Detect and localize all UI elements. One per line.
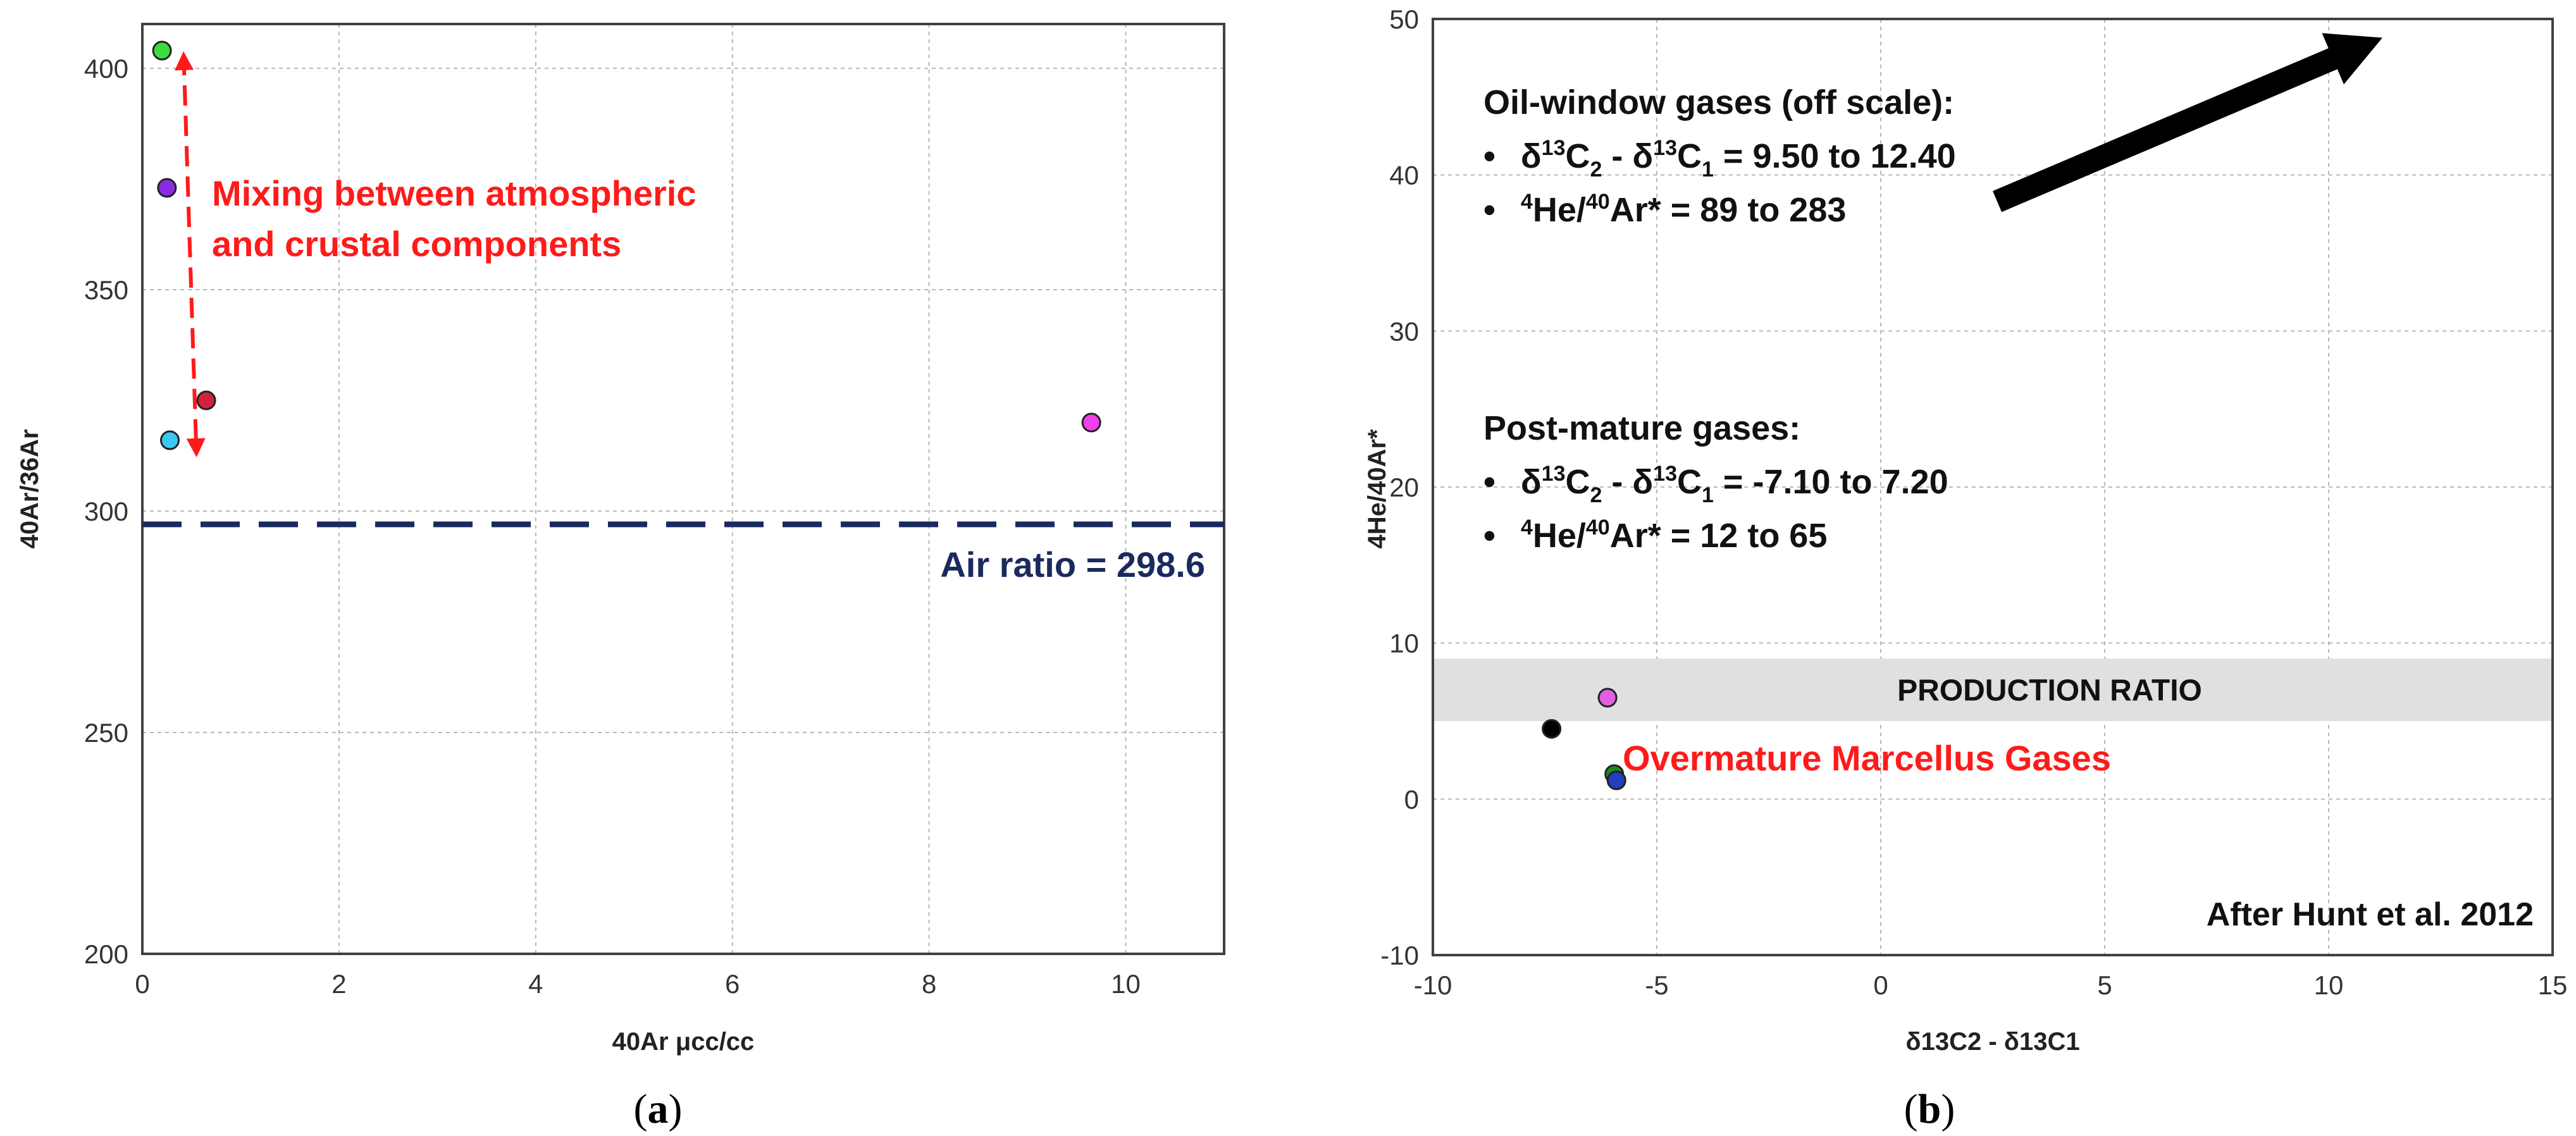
- x-tick-label: 0: [1873, 970, 1888, 1000]
- y-tick-label: 30: [1389, 316, 1419, 346]
- x-axis-label: 40Ar μcc/cc: [612, 1028, 755, 1056]
- data-point: [157, 178, 177, 198]
- oil-window-bullet-2: • 4He/40Ar* = 89 to 283: [1483, 190, 1846, 229]
- y-tick-label: 50: [1389, 4, 1419, 34]
- plot-frame: [141, 23, 1225, 955]
- panel-b: PRODUCTION RATIO -10 0 10 20 30 40 50 -10 -5 0 5 1…: [1363, 4, 2567, 1132]
- overmature-label: Overmature Marcellus Gases: [1623, 738, 2111, 778]
- panel-caption-b: (b): [1904, 1086, 1955, 1132]
- data-point: [152, 40, 172, 61]
- mixing-label-line1: Mixing between atmospheric: [212, 173, 697, 213]
- x-tick-labels: -10 -5 0 5 10 15: [1414, 970, 2568, 1000]
- off-scale-arrow: [1993, 33, 2382, 213]
- x-tick-label: 10: [1111, 969, 1141, 999]
- x-tick-label: 2: [331, 969, 346, 999]
- data-point: [160, 430, 180, 450]
- mixing-label-line2: and crustal components: [212, 224, 621, 264]
- x-tick-label: 15: [2538, 970, 2568, 1000]
- panel-caption-a: (a): [634, 1086, 683, 1132]
- y-tick-label: 250: [84, 718, 128, 748]
- post-mature-heading: Post-mature gases:: [1483, 409, 1800, 447]
- x-tick-label: 6: [725, 969, 740, 999]
- data-point: [1597, 688, 1618, 708]
- x-axis-label: δ13C2 - δ13C1: [1905, 1028, 2079, 1056]
- y-tick-label: 20: [1389, 472, 1419, 502]
- grid: [142, 24, 1224, 954]
- x-tick-label: -5: [1645, 970, 1668, 1000]
- post-mature-bullet-2: • 4He/40Ar* = 12 to 65: [1483, 516, 1827, 555]
- oil-window-bullet-1: • δ13C2 - δ13C1 = 9.50 to 12.40: [1483, 136, 1956, 182]
- data-point: [1606, 770, 1626, 791]
- x-tick-label: 4: [528, 969, 543, 999]
- y-axis-label: 4He/40Ar*: [1363, 429, 1391, 548]
- data-points: [1542, 688, 1626, 791]
- production-ratio-label: PRODUCTION RATIO: [1897, 674, 2202, 708]
- data-points: [152, 40, 1101, 450]
- post-mature-bullet-1: • δ13C2 - δ13C1 = -7.10 to 7.20: [1483, 462, 1948, 507]
- y-tick-label: 300: [84, 497, 128, 526]
- panel-a: 200 250 300 350 400 0 2 4 6 8 10 40Ar/36Ar 40Ar μ…: [16, 23, 1225, 1132]
- data-point: [196, 390, 216, 411]
- plot-frame: [1432, 18, 2554, 956]
- y-tick-label: -10: [1380, 941, 1419, 970]
- production-ratio-band: [1434, 658, 2551, 721]
- y-tick-labels: -10 0 10 20 30 40 50: [1380, 4, 1419, 970]
- x-tick-label: 10: [2314, 970, 2344, 1000]
- data-point: [1542, 719, 1562, 739]
- data-point: [1081, 412, 1101, 433]
- x-tick-label: 0: [135, 969, 149, 999]
- oil-window-heading: Oil-window gases (off scale):: [1483, 83, 1954, 121]
- y-axis-label: 40Ar/36Ar: [16, 429, 44, 548]
- y-tick-labels: 200 250 300 350 400: [84, 54, 128, 969]
- credit-label: After Hunt et al. 2012: [2207, 896, 2534, 933]
- y-tick-label: 350: [84, 275, 128, 305]
- y-tick-label: 10: [1389, 629, 1419, 658]
- y-tick-label: 40: [1389, 161, 1419, 190]
- x-tick-label: -10: [1414, 970, 1452, 1000]
- y-tick-label: 0: [1404, 784, 1419, 814]
- y-tick-label: 400: [84, 54, 128, 83]
- y-tick-label: 200: [84, 939, 128, 969]
- x-tick-label: 5: [2097, 970, 2112, 1000]
- air-ratio-label: Air ratio = 298.6: [940, 545, 1205, 584]
- mixing-arrow: [175, 51, 206, 457]
- x-tick-label: 8: [922, 969, 936, 999]
- x-tick-labels: 0 2 4 6 8 10: [135, 969, 1141, 999]
